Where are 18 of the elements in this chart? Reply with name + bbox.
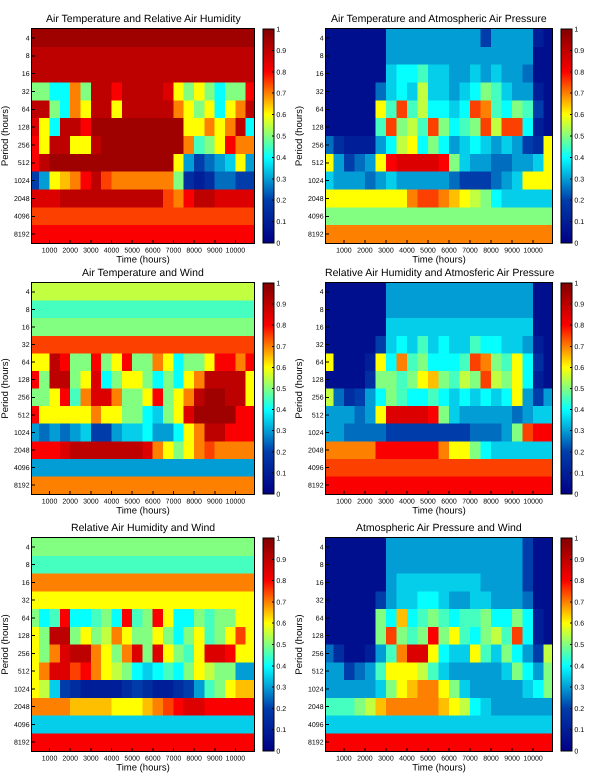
x-axis-title: Time (hours) <box>116 506 170 517</box>
y-axis-title: Period (hours) <box>294 106 306 166</box>
x-axis-title: Time (hours) <box>116 762 170 774</box>
x-axis-title: Time (hours) <box>412 762 466 774</box>
y-axis-title: Period (hours) <box>294 358 306 419</box>
y-axis-title: Period (hours) <box>0 614 12 675</box>
chart-title: Air Temperature and Atmospheric Air Pressure <box>331 13 547 25</box>
x-axis-title: Time (hours) <box>412 254 466 266</box>
x-axis-title: Time (hours) <box>116 254 170 266</box>
x-axis-title: Time (hours) <box>412 506 466 517</box>
chart-title: Air Temperature and Wind <box>82 267 204 279</box>
y-axis-title: Period (hours) <box>294 614 306 675</box>
y-axis-title: Period (hours) <box>0 358 12 419</box>
chart-title: Atmospheric Air Pressure and Wind <box>356 522 522 534</box>
y-axis-title: Period (hours) <box>0 106 12 166</box>
chart-title: Relative Air Humidity and Atmosferic Air Pressure <box>325 267 554 279</box>
chart-title: Air Temperature and Relative Air Humidity <box>46 13 242 25</box>
chart-title: Relative Air Humidity and Wind <box>71 522 216 534</box>
